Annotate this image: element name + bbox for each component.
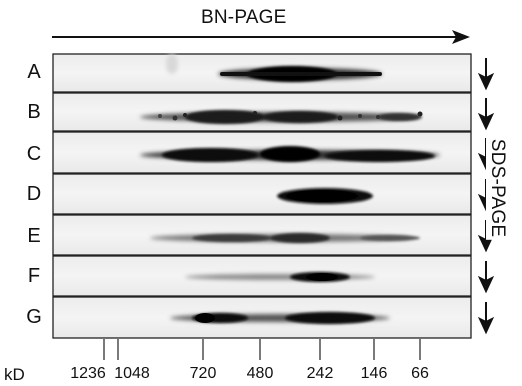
kd-unit-label: kD [4,365,25,384]
lane-label-b: B [27,101,41,123]
bn-page-arrow [52,30,470,44]
sds-arrow-g [477,302,495,335]
marker-label-242: 242 [306,365,334,382]
lane-label-c: C [26,143,42,165]
lane-label-a: A [27,61,41,83]
sds-arrow-a [477,58,495,91]
marker-label-1048: 1048 [114,365,150,382]
marker-label-720: 720 [189,365,217,382]
gel-lane-e [52,214,472,256]
marker-ticks [103,339,421,360]
lane-label-e: E [27,225,41,247]
marker-label-480: 480 [246,365,274,382]
bn-page-axis-title-overlay: BN-PAGE [199,7,289,29]
sds-arrow-f [477,261,495,294]
gel-lane-b [52,92,472,132]
marker-label-66: 66 [411,365,429,382]
gel-lane-c [52,131,472,174]
lane-label-d: D [26,183,42,205]
sds-page-axis-title-overlay: SDS-PAGE [486,135,508,241]
marker-label-1236: 1236 [70,365,106,382]
lane-label-f: F [27,265,41,287]
gel-lane-g [52,296,472,339]
marker-label-146: 146 [360,365,388,382]
gel-lane-a [52,53,472,93]
sds-arrow-b [477,98,495,131]
gel-lane-d [52,173,472,215]
gel-lane-f [52,255,472,297]
lane-label-g: G [26,306,42,328]
